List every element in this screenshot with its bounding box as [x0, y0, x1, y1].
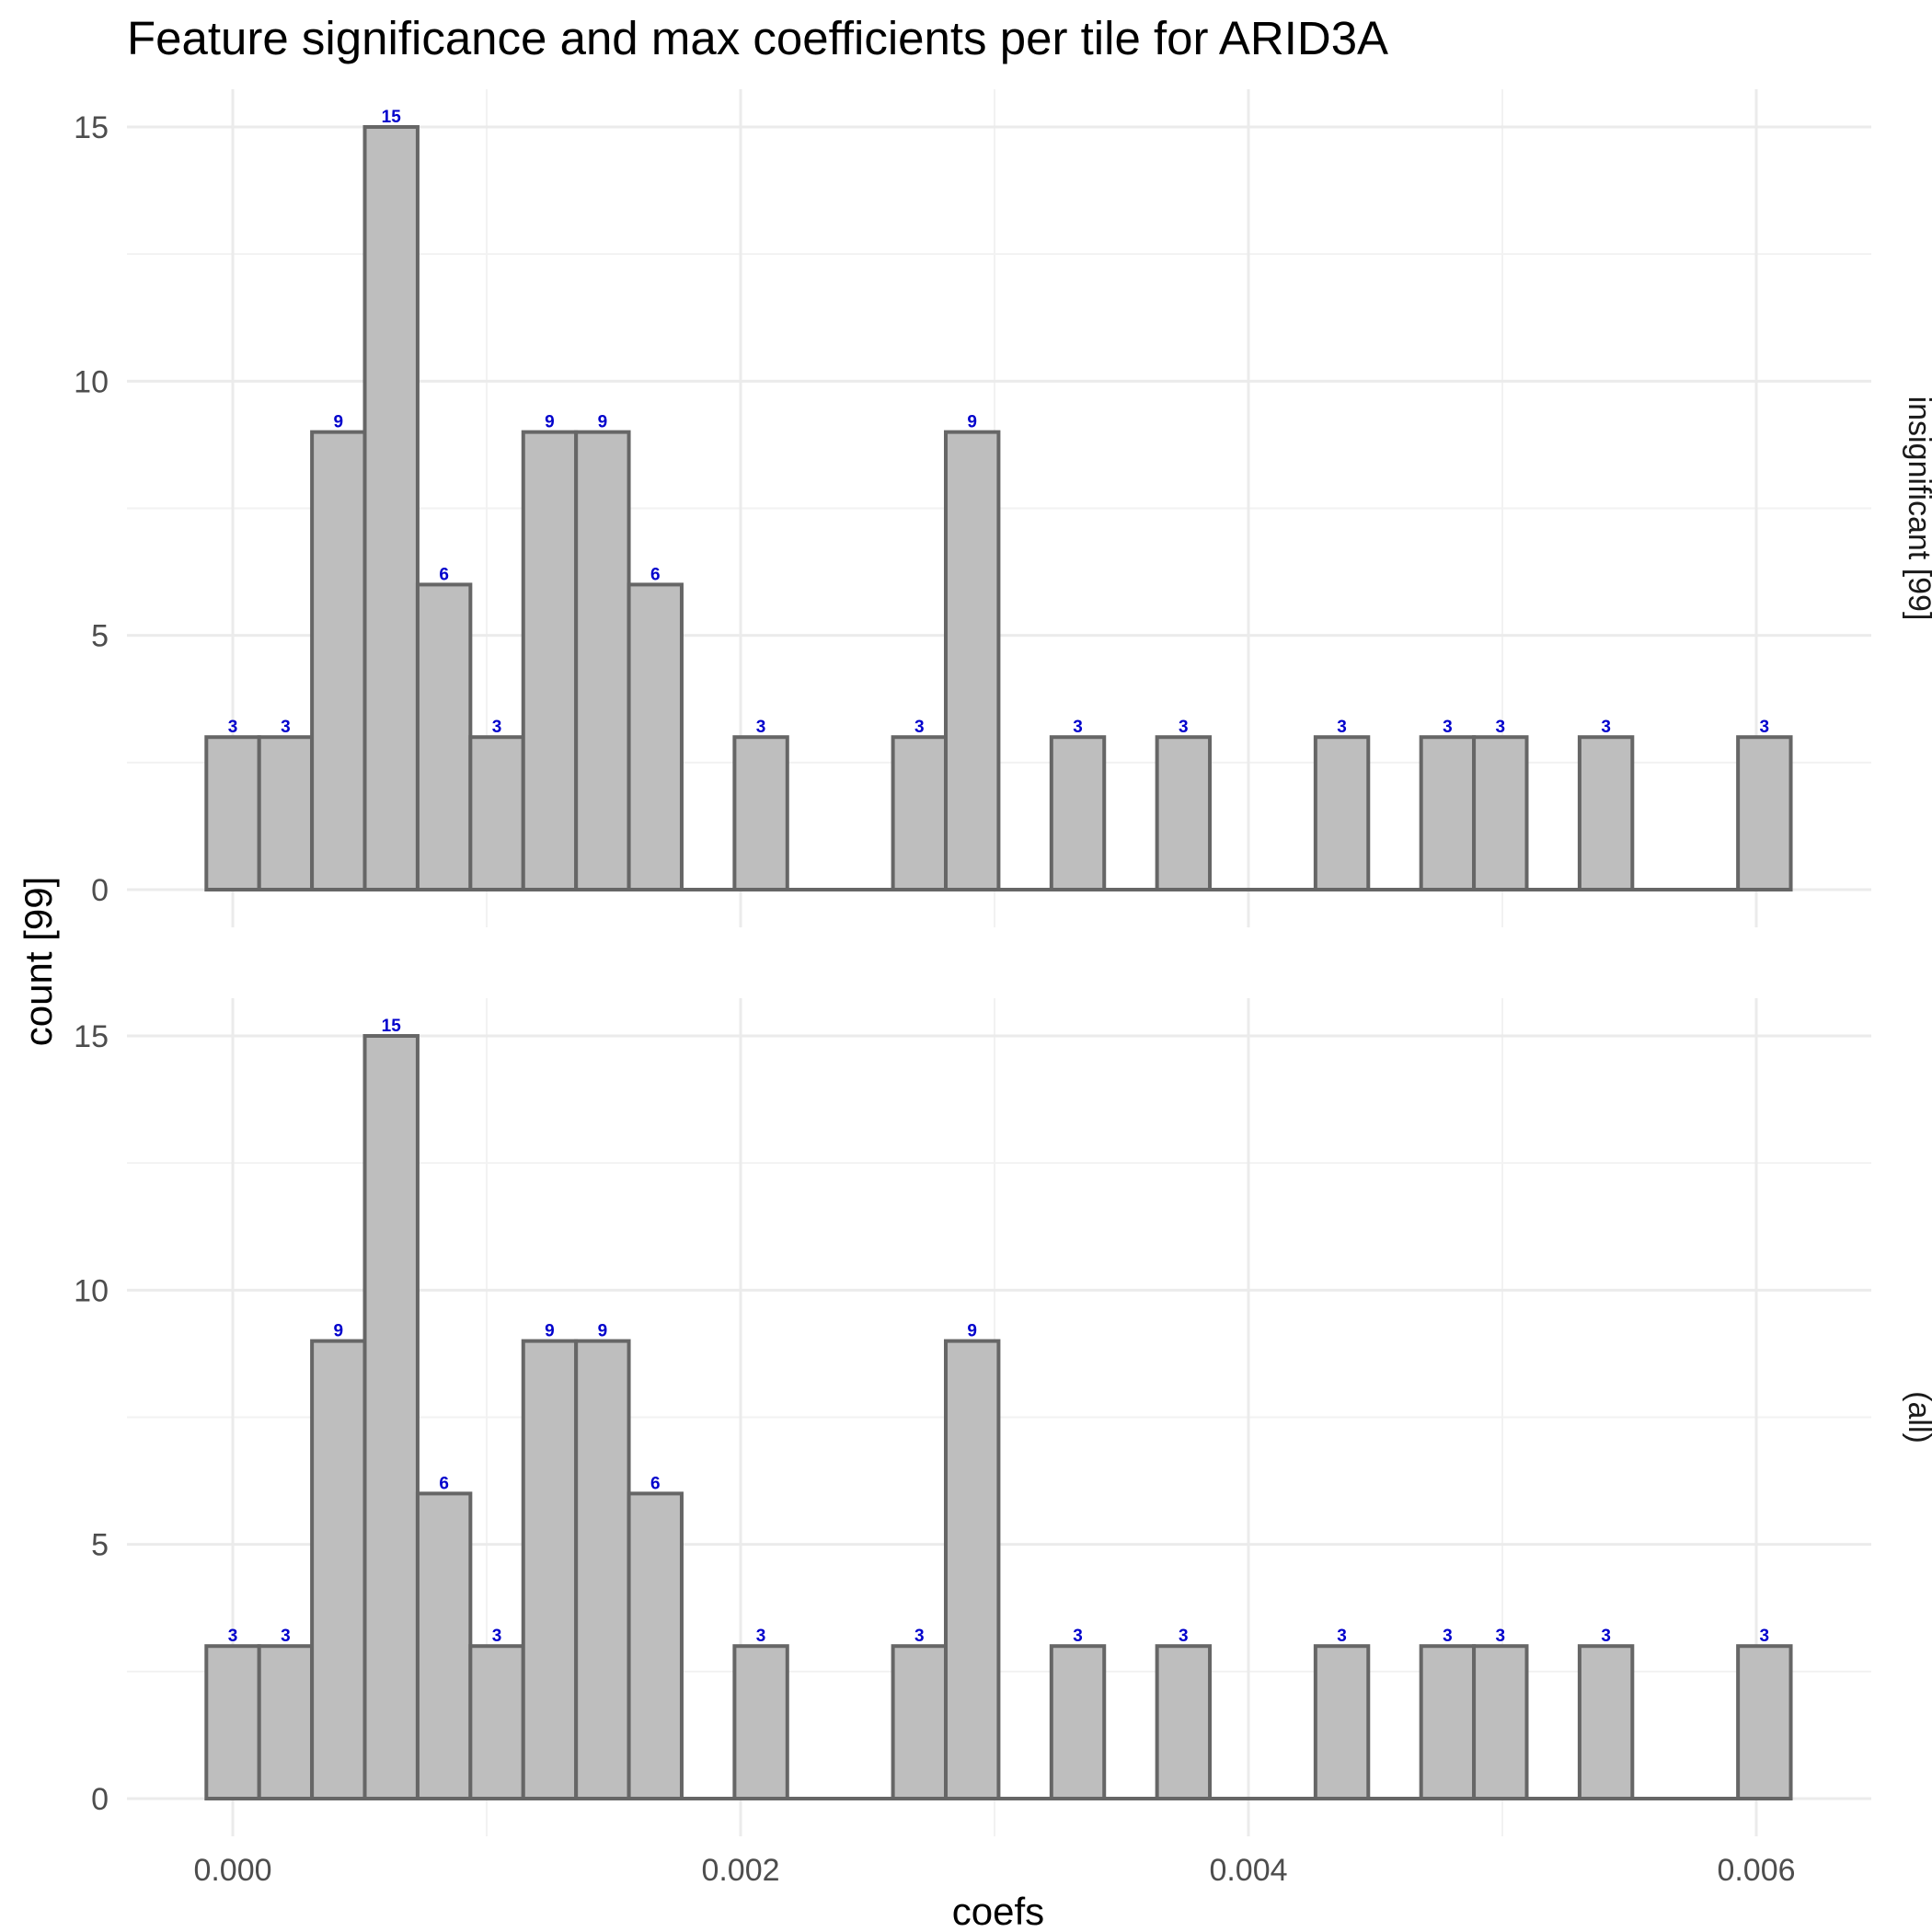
facet-panel-0: 0 5 10 15 3 3 9 15 6 3 9 9 6 3 3 9 3 3 3 3 3 3 3 insignificant … — [74, 89, 1932, 927]
y-axis-title: count [99] — [17, 877, 60, 1046]
histogram-bar — [1577, 735, 1635, 892]
histogram-bar — [732, 1644, 789, 1800]
histogram-bar — [1472, 735, 1529, 892]
histogram-bar — [521, 430, 579, 891]
y-tick-label: 5 — [91, 1528, 109, 1563]
x-tick-label: 0.006 — [1717, 1853, 1795, 1888]
bar-count-label: 3 — [1760, 1627, 1770, 1646]
facet-strip-label: (all) — [1902, 1391, 1932, 1443]
bar-count-label: 3 — [228, 1627, 238, 1646]
bar-count-label: 3 — [1760, 718, 1770, 737]
bar-count-label: 3 — [1179, 1627, 1189, 1646]
bar-count-label: 15 — [382, 108, 402, 127]
histogram-bar — [521, 1339, 579, 1800]
x-tick-label: 0.000 — [193, 1853, 271, 1888]
chart-title: Feature significance and max coefficient… — [127, 12, 1388, 64]
x-axis-title: coefs — [952, 1890, 1044, 1932]
bar-count-label: 3 — [1073, 718, 1083, 737]
bar-count-label: 3 — [914, 1627, 925, 1646]
bar-count-label: 6 — [439, 565, 449, 584]
histogram-bar — [1049, 1644, 1107, 1800]
histogram-bar — [310, 1339, 367, 1800]
bar-count-label: 9 — [545, 1322, 555, 1341]
y-tick-label: 10 — [74, 1273, 109, 1308]
histogram-bar — [204, 1644, 261, 1800]
histogram-bar — [362, 125, 420, 891]
histogram-bar — [1155, 1644, 1213, 1800]
bar-count-label: 9 — [967, 413, 977, 432]
bar-count-label: 9 — [334, 413, 344, 432]
facet-panels: 0 5 10 15 3 3 9 15 6 3 9 9 6 3 3 9 3 3 3 3 3 3 3 insignificant … — [74, 89, 1932, 1836]
y-tick-label: 5 — [91, 619, 109, 654]
histogram-bar — [415, 582, 473, 892]
y-tick-label: 10 — [74, 364, 109, 399]
bar-count-label: 3 — [1601, 1627, 1611, 1646]
bar-count-label: 3 — [492, 718, 502, 737]
bar-count-label: 3 — [228, 718, 238, 737]
y-tick-label: 15 — [74, 110, 109, 145]
x-tick-label: 0.002 — [701, 1853, 779, 1888]
histogram-bar — [944, 1339, 1001, 1800]
histogram-bar — [415, 1491, 473, 1801]
bar-count-label: 3 — [756, 718, 766, 737]
y-tick-label: 0 — [91, 1782, 109, 1817]
bar-count-label: 3 — [281, 718, 291, 737]
histogram-bar — [627, 582, 684, 892]
bar-count-label: 3 — [1496, 718, 1506, 737]
histogram-bar — [574, 430, 631, 891]
bar-count-label: 3 — [1496, 1627, 1506, 1646]
histogram-bar — [1736, 1644, 1793, 1800]
bar-count-label: 6 — [439, 1474, 449, 1493]
bar-count-label: 3 — [914, 718, 925, 737]
bar-count-label: 6 — [650, 1474, 661, 1493]
histogram-bar — [1472, 1644, 1529, 1800]
histogram-bar — [310, 430, 367, 891]
bar-count-label: 9 — [545, 413, 555, 432]
histogram-bar — [257, 1644, 315, 1800]
bar-count-label: 3 — [1073, 1627, 1083, 1646]
bar-count-label: 3 — [1337, 718, 1347, 737]
facet-strip-label: insignificant [99] — [1902, 397, 1932, 621]
x-tick-label: 0.004 — [1209, 1853, 1287, 1888]
histogram-bar — [627, 1491, 684, 1801]
histogram-bar — [1313, 735, 1371, 892]
histogram-bar — [257, 735, 315, 892]
bar-count-label: 9 — [598, 1322, 608, 1341]
bar-count-label: 9 — [598, 413, 608, 432]
bar-count-label: 6 — [650, 565, 661, 584]
bar-count-label: 3 — [1179, 718, 1189, 737]
y-tick-label: 15 — [74, 1019, 109, 1054]
histogram-bar — [468, 735, 525, 892]
bar-count-label: 3 — [1337, 1627, 1347, 1646]
histogram-bar — [732, 735, 789, 892]
histogram-bar — [1049, 735, 1107, 892]
histogram-bar — [1736, 735, 1793, 892]
bar-count-label: 9 — [334, 1322, 344, 1341]
bar-count-label: 3 — [1443, 718, 1453, 737]
bar-count-label: 3 — [1443, 1627, 1453, 1646]
histogram-bar — [362, 1034, 420, 1800]
bar-count-label: 3 — [1601, 718, 1611, 737]
y-tick-label: 0 — [91, 873, 109, 908]
histogram-bar — [204, 735, 261, 892]
bar-count-label: 3 — [756, 1627, 766, 1646]
facet-panel-1: 0 5 10 15 3 3 9 15 6 3 9 9 6 3 3 9 3 3 3 3 3 3 3 (all) — [74, 998, 1932, 1836]
histogram-bar — [891, 1644, 949, 1800]
histogram-bar — [1313, 1644, 1371, 1800]
bar-count-label: 3 — [281, 1627, 291, 1646]
histogram-bar — [468, 1644, 525, 1800]
bar-count-label: 3 — [492, 1627, 502, 1646]
histogram-bar — [1419, 735, 1477, 892]
histogram-bar — [891, 735, 949, 892]
x-axis: 0.000 0.002 0.004 0.006 — [193, 1853, 1795, 1888]
bar-count-label: 9 — [967, 1322, 977, 1341]
histogram-bar — [1155, 735, 1213, 892]
bar-count-label: 15 — [382, 1017, 402, 1036]
histogram-bar — [574, 1339, 631, 1800]
histogram-bar — [1577, 1644, 1635, 1800]
histogram-bar — [1419, 1644, 1477, 1800]
histogram-bar — [944, 430, 1001, 891]
